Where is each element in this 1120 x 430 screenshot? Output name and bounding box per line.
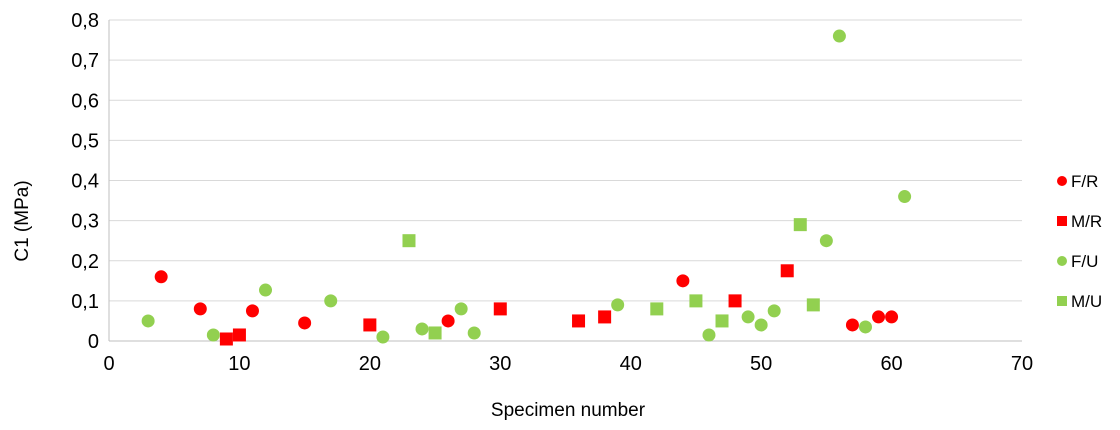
data-point-m-r xyxy=(219,332,233,346)
data-point-f-u xyxy=(741,310,755,324)
y-tick-label: 0 xyxy=(88,331,99,353)
x-tick-label: 10 xyxy=(228,353,250,375)
x-tick-label: 70 xyxy=(1011,353,1033,375)
legend-item-m-u: M/U xyxy=(1057,292,1102,311)
data-point-f-r xyxy=(193,302,207,316)
data-point-f-u xyxy=(611,298,625,312)
data-point-m-r xyxy=(728,294,742,308)
axes xyxy=(108,20,1022,342)
data-point-f-r xyxy=(441,314,455,328)
data-point-m-r xyxy=(780,264,794,278)
data-point-f-u xyxy=(767,304,781,318)
data-point-m-r xyxy=(493,302,507,316)
x-tick-label: 20 xyxy=(359,353,381,375)
legend-marker xyxy=(1057,296,1067,306)
data-point-f-r xyxy=(872,310,886,324)
data-point-m-u xyxy=(402,234,416,248)
data-point-f-u xyxy=(206,328,220,342)
data-point-f-u xyxy=(467,326,481,340)
data-point-f-r xyxy=(676,274,690,288)
data-point-m-r xyxy=(363,318,377,332)
data-point-m-r xyxy=(598,310,612,324)
x-tick-label: 40 xyxy=(620,353,642,375)
y-axis-title: C1 (MPa) xyxy=(12,180,33,261)
y-tick-label: 0,2 xyxy=(71,251,99,273)
y-tick-label: 0,7 xyxy=(71,50,99,72)
data-point-m-u xyxy=(806,298,820,312)
data-point-f-u xyxy=(259,283,273,297)
data-point-f-u xyxy=(702,328,716,342)
legend: F/R M/R F/U M/U xyxy=(1057,172,1102,311)
data-point-f-u xyxy=(324,294,338,308)
data-point-f-u xyxy=(832,29,846,43)
legend-label: F/R xyxy=(1071,172,1098,191)
data-point-m-r xyxy=(232,328,246,342)
data-point-f-u xyxy=(141,314,155,328)
legend-item-f-u: F/U xyxy=(1057,252,1098,271)
data-point-f-r xyxy=(845,318,859,332)
y-tick-label: 0,3 xyxy=(71,211,99,233)
y-tick-label: 0,8 xyxy=(71,10,99,32)
data-point-f-r xyxy=(245,304,259,318)
data-point-m-u xyxy=(715,314,729,328)
x-tick-label: 30 xyxy=(489,353,511,375)
data-point-m-u xyxy=(428,326,442,340)
data-point-f-r xyxy=(298,316,312,330)
y-tick-label: 0,1 xyxy=(71,291,99,313)
data-point-m-u xyxy=(793,218,807,232)
legend-marker xyxy=(1057,256,1067,266)
legend-marker xyxy=(1057,216,1067,226)
data-point-f-u xyxy=(754,318,768,332)
data-points xyxy=(141,29,912,346)
data-point-f-r xyxy=(885,310,899,324)
y-tick-label: 0,4 xyxy=(71,171,99,193)
data-point-m-u xyxy=(689,294,703,308)
y-tick-label: 0,6 xyxy=(71,90,99,112)
x-tick-label: 60 xyxy=(880,353,902,375)
data-point-f-u xyxy=(858,320,872,334)
data-point-f-u xyxy=(898,190,912,204)
legend-label: M/R xyxy=(1071,212,1102,231)
legend-item-f-r: F/R xyxy=(1057,172,1098,191)
data-point-f-u xyxy=(819,234,833,248)
x-tick-label: 0 xyxy=(103,353,114,375)
legend-label: M/U xyxy=(1071,292,1102,311)
data-point-m-u xyxy=(650,302,664,316)
legend-item-m-r: M/R xyxy=(1057,212,1102,231)
data-point-m-r xyxy=(572,314,586,328)
legend-label: F/U xyxy=(1071,252,1098,271)
x-tick-label: 50 xyxy=(750,353,772,375)
x-axis-title: Specimen number xyxy=(491,400,646,421)
data-point-f-u xyxy=(415,322,429,336)
data-point-f-u xyxy=(376,330,390,344)
legend-marker xyxy=(1057,176,1067,186)
data-point-f-r xyxy=(154,270,168,284)
tick-labels: 0 0,1 0,2 0,3 0,4 0,5 0,6 0,7 0,8 0 10 20 30 40 50 60 70 xyxy=(71,10,1033,375)
y-tick-label: 0,5 xyxy=(71,130,99,152)
gridlines xyxy=(109,19,1022,302)
data-point-f-u xyxy=(454,302,468,316)
